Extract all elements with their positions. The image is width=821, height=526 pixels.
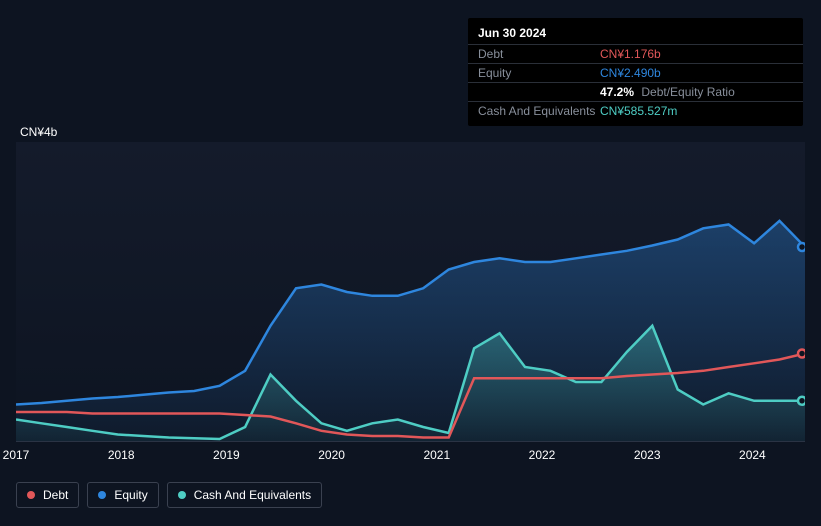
ratio-percent: 47.2%	[600, 85, 634, 99]
legend-item-equity[interactable]: Equity	[87, 482, 158, 508]
tooltip-cash-label: Cash And Equivalents	[478, 104, 600, 118]
legend: Debt Equity Cash And Equivalents	[16, 482, 322, 508]
x-tick-2022: 2022	[529, 448, 556, 462]
x-tick-2023: 2023	[634, 448, 661, 462]
x-tick-2018: 2018	[108, 448, 135, 462]
tooltip-row-ratio: 47.2% Debt/Equity Ratio	[468, 82, 803, 101]
x-tick-2020: 2020	[318, 448, 345, 462]
y-axis-top-label: CN¥4b	[20, 125, 57, 139]
legend-dot-icon	[98, 491, 106, 499]
tooltip-debt-label: Debt	[478, 47, 600, 61]
tooltip-equity-value: CN¥2.490b	[600, 66, 793, 80]
ratio-label: Debt/Equity Ratio	[641, 85, 734, 99]
chart-svg	[16, 142, 805, 442]
legend-item-cash-and-equivalents[interactable]: Cash And Equivalents	[167, 482, 322, 508]
tooltip-equity-label: Equity	[478, 66, 600, 80]
equity-end-marker	[798, 243, 805, 251]
debt-end-marker	[798, 350, 805, 358]
x-tick-2021: 2021	[423, 448, 450, 462]
legend-label: Debt	[43, 488, 68, 502]
cash-end-marker	[798, 397, 805, 405]
tooltip-row-debt: Debt CN¥1.176b	[468, 44, 803, 63]
tooltip-row-equity: Equity CN¥2.490b	[468, 63, 803, 82]
legend-item-debt[interactable]: Debt	[16, 482, 79, 508]
legend-label: Cash And Equivalents	[194, 488, 311, 502]
tooltip-date: Jun 30 2024	[468, 24, 803, 44]
data-tooltip: Jun 30 2024 Debt CN¥1.176b Equity CN¥2.4…	[468, 18, 803, 126]
tooltip-debt-value: CN¥1.176b	[600, 47, 793, 61]
tooltip-ratio-value: 47.2% Debt/Equity Ratio	[600, 85, 793, 99]
x-tick-2024: 2024	[739, 448, 766, 462]
tooltip-ratio-spacer	[478, 85, 600, 99]
tooltip-row-cash: Cash And Equivalents CN¥585.527m	[468, 101, 803, 120]
legend-label: Equity	[114, 488, 147, 502]
legend-dot-icon	[27, 491, 35, 499]
x-tick-2019: 2019	[213, 448, 240, 462]
legend-dot-icon	[178, 491, 186, 499]
tooltip-cash-value: CN¥585.527m	[600, 104, 793, 118]
x-tick-2017: 2017	[3, 448, 30, 462]
chart-area[interactable]	[16, 142, 805, 442]
